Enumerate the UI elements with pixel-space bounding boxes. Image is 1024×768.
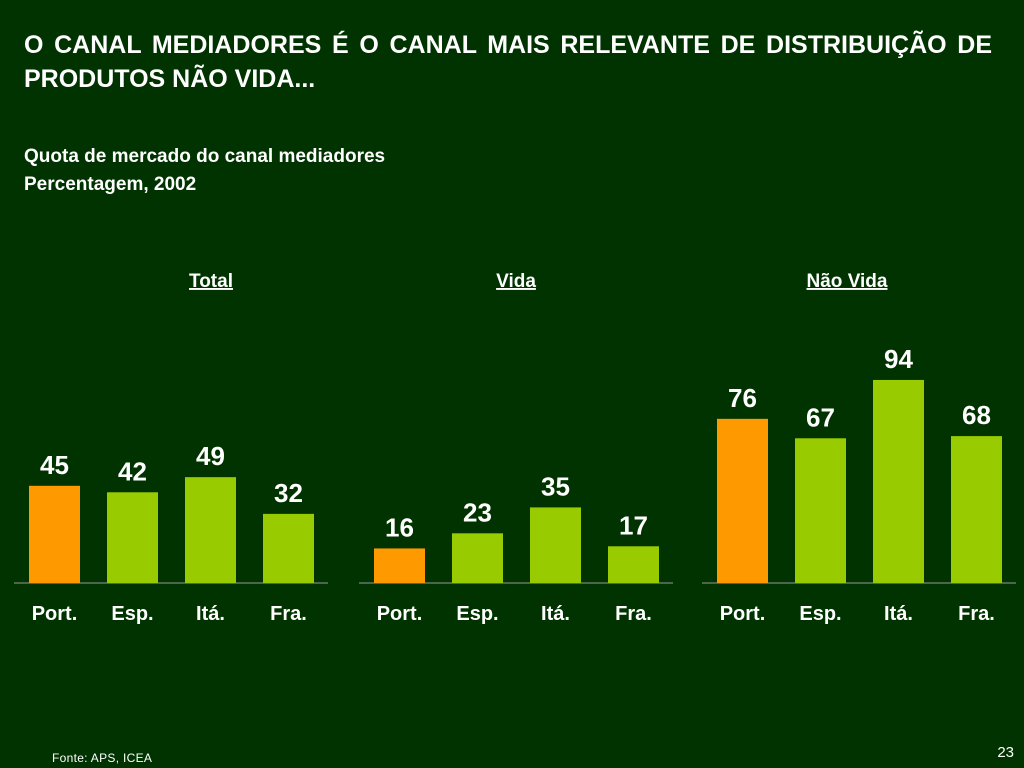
category-label-2-0: Port. — [720, 603, 766, 625]
value-label-2-3: 68 — [962, 400, 991, 430]
category-label-1-2: Itá. — [541, 603, 570, 625]
bar-2-3 — [951, 436, 1002, 583]
category-label-1-3: Fra. — [615, 603, 652, 625]
category-label-2-3: Fra. — [958, 603, 995, 625]
value-label-0-3: 32 — [274, 478, 303, 508]
source-note: Fonte: APS, ICEA — [52, 751, 153, 765]
category-label-2-1: Esp. — [799, 603, 841, 625]
bar-2-2 — [873, 379, 924, 583]
subtitle-line-2: Percentagem, 2002 — [24, 174, 197, 195]
value-label-1-1: 23 — [463, 497, 492, 527]
bar-0-0 — [29, 485, 80, 583]
value-label-0-1: 42 — [118, 456, 147, 486]
bar-0-3 — [263, 513, 314, 583]
category-label-1-1: Esp. — [456, 603, 498, 625]
bar-1-1 — [452, 533, 503, 583]
category-label-0-3: Fra. — [270, 603, 307, 625]
page-number: 23 — [997, 744, 1014, 761]
category-label-1-0: Port. — [377, 603, 423, 625]
category-label-0-1: Esp. — [111, 603, 153, 625]
chart-subtitle: Quota de mercado do canal mediadores Per… — [24, 143, 385, 199]
chart-title-2: Não Vida — [807, 271, 888, 292]
value-label-2-1: 67 — [806, 402, 835, 432]
bar-1-3 — [608, 546, 659, 583]
bar-2-1 — [795, 438, 846, 583]
value-label-0-2: 49 — [196, 441, 225, 471]
bar-1-2 — [530, 507, 581, 583]
value-label-1-2: 35 — [541, 471, 570, 501]
category-label-0-0: Port. — [32, 603, 78, 625]
category-label-0-2: Itá. — [196, 603, 225, 625]
value-label-2-2: 94 — [884, 344, 913, 374]
value-label-1-3: 17 — [619, 510, 648, 540]
value-label-2-0: 76 — [728, 383, 757, 413]
subtitle-line-1: Quota de mercado do canal mediadores — [24, 146, 386, 167]
headline: O CANAL MEDIADORES É O CANAL MAIS RELEVA… — [24, 31, 992, 93]
bar-0-2 — [185, 477, 236, 583]
category-label-2-2: Itá. — [884, 603, 913, 625]
value-label-0-0: 45 — [40, 450, 69, 480]
bar-0-1 — [107, 492, 158, 583]
chart-title-1: Vida — [496, 271, 536, 292]
value-label-1-0: 16 — [385, 512, 414, 542]
bar-1-0 — [374, 548, 425, 583]
bar-2-0 — [717, 418, 768, 583]
chart-title-0: Total — [189, 271, 233, 292]
